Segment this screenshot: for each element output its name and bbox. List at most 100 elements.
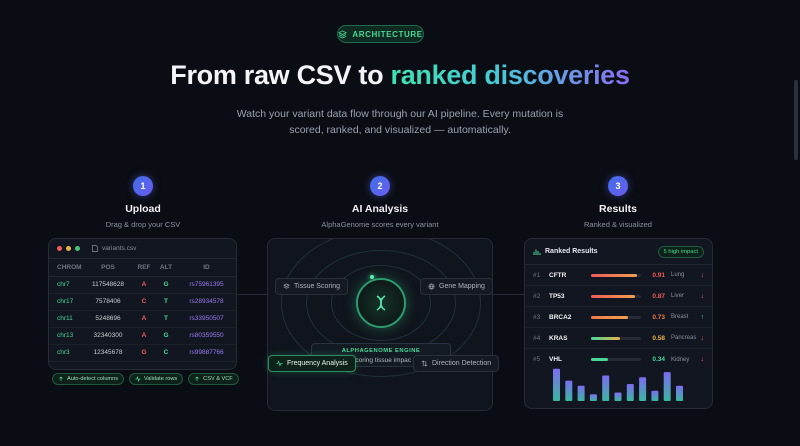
mini-bar [639, 377, 647, 401]
step-number: 1 [133, 176, 153, 196]
layers-icon [338, 29, 348, 39]
connector-line [237, 294, 267, 295]
score-bar-fill [591, 336, 620, 340]
result-tissue: Breast [671, 314, 689, 320]
pos-cell: 32340300 [83, 327, 133, 345]
step-desc: Drag & drop your CSV [105, 220, 181, 229]
step-title: AI Analysis [351, 203, 409, 215]
direction-arrow-icon: ↓ [700, 271, 705, 279]
result-row: #1 CFTR 0.91 Lung ↓ [525, 265, 712, 286]
mini-bar [602, 375, 610, 401]
mini-bar [651, 390, 659, 401]
score-bar [591, 336, 641, 340]
engine-label: ALPHAGENOME ENGINE [341, 348, 421, 354]
orbit-ring [331, 265, 431, 341]
scrollbar[interactable] [794, 80, 798, 160]
step-number: 3 [608, 176, 628, 196]
column-header: CHROM [49, 259, 83, 277]
result-score: 0.58 [652, 334, 665, 342]
close-dot-icon [57, 246, 62, 251]
mini-bar [626, 384, 634, 401]
column-header: POS [83, 259, 133, 277]
id-cell: rs28934578 [177, 293, 236, 311]
score-bar [591, 294, 641, 298]
step-title: Upload [125, 203, 161, 215]
table-row: chr3 12345678 G C rs99887766 [49, 344, 236, 362]
architecture-badge: ARCHITECTURE [337, 25, 424, 43]
step-results: 3 Results Ranked & visualized [518, 176, 718, 229]
mini-bar [565, 380, 573, 401]
table-row: chr13 32340300 A G rs80359550 [49, 327, 236, 345]
activity-icon [135, 376, 141, 382]
result-row: #2 TP53 0.87 Liver ↓ [525, 286, 712, 307]
variants-table: CHROM POS REF ALT ID chr7 117548628 A G … [49, 259, 236, 362]
step-number: 2 [370, 176, 390, 196]
result-row: #3 BRCA2 0.73 Breast ↑ [525, 307, 712, 328]
table-row: chr17 7578406 C T rs28934578 [49, 293, 236, 311]
dna-icon [376, 295, 386, 311]
table-header-row: CHROM POS REF ALT ID [49, 259, 236, 277]
alt-cell: G [155, 276, 177, 294]
alt-cell: T [155, 310, 177, 328]
column-header: REF [133, 259, 155, 277]
page-title: From raw CSV to ranked discoveries [170, 60, 630, 90]
step-desc: Ranked & visualized [584, 220, 652, 229]
result-gene: KRAS [549, 334, 568, 342]
table-row: chr7 117548628 A G rs75961395 [49, 276, 236, 294]
pos-cell: 12345678 [83, 344, 133, 362]
results-header: Ranked Results 5 high impact [525, 239, 712, 265]
id-cell: rs75961395 [177, 276, 236, 294]
tissue-scoring-pill: Tissue Scoring [275, 278, 349, 295]
step-upload: 1 Upload Drag & drop your CSV [43, 176, 243, 229]
result-gene: TP53 [549, 292, 565, 300]
pos-cell: 5248696 [83, 310, 133, 328]
engine-status: Scoring tissue impac [351, 357, 411, 364]
activity-icon [276, 360, 283, 367]
result-rank: #4 [533, 334, 541, 342]
table-row: chr11 5248696 A T rs33950507 [49, 310, 236, 328]
score-bar [591, 273, 641, 277]
globe-icon [428, 283, 435, 290]
impact-mini-chart [553, 368, 683, 401]
chrom-cell: chr3 [49, 344, 83, 362]
upload-icon [59, 376, 63, 381]
result-rank: #2 [533, 292, 541, 300]
window-titlebar: variants.csv [49, 239, 236, 259]
results-list: #1 CFTR 0.91 Lung ↓ #2 TP53 0.87 Liver ↓… [525, 265, 712, 370]
result-score: 0.34 [652, 356, 665, 363]
ref-cell: A [133, 327, 155, 345]
result-rank: #5 [533, 356, 541, 363]
pos-cell: 7578406 [83, 293, 133, 311]
column-header: ALT [155, 259, 177, 277]
id-cell: rs99887766 [177, 344, 236, 362]
ai-engine-panel: ALPHAGENOME ENGINE Scoring tissue impac [267, 238, 493, 411]
mini-bar [614, 392, 622, 401]
direction-arrow-icon: ↓ [700, 356, 705, 363]
result-rank: #1 [533, 271, 541, 279]
result-tissue: Liver [671, 293, 685, 299]
score-bar [591, 358, 641, 361]
chip-formats: CSV & VCF [188, 373, 239, 385]
id-cell: rs33950507 [177, 310, 236, 328]
ref-cell: A [133, 310, 155, 328]
direction-arrow-icon: ↑ [700, 313, 705, 321]
ref-cell: A [133, 276, 155, 294]
result-row: #4 KRAS 0.58 Pancreas ↓ [525, 328, 712, 349]
chrom-cell: chr13 [49, 327, 83, 345]
layers-icon [283, 283, 290, 289]
file-name: variants.csv [92, 245, 136, 252]
result-score: 0.73 [652, 313, 665, 321]
result-gene: CFTR [549, 271, 567, 279]
result-tissue: Pancreas [671, 335, 697, 341]
frequency-analysis-pill: Frequency Analysis [268, 355, 356, 372]
result-row: #5 VHL 0.34 Kidney ↓ [525, 349, 712, 370]
results-title: Ranked Results [533, 248, 598, 256]
title-accent: ranked discoveries [390, 60, 630, 90]
mini-bar [589, 394, 597, 401]
direction-arrow-icon: ↓ [700, 334, 705, 342]
step-ai-analysis: 2 AI Analysis AlphaGenome scores every v… [280, 176, 480, 229]
badge-label: ARCHITECTURE [352, 29, 423, 39]
pos-cell: 117548628 [83, 276, 133, 294]
connector-line [493, 294, 524, 295]
